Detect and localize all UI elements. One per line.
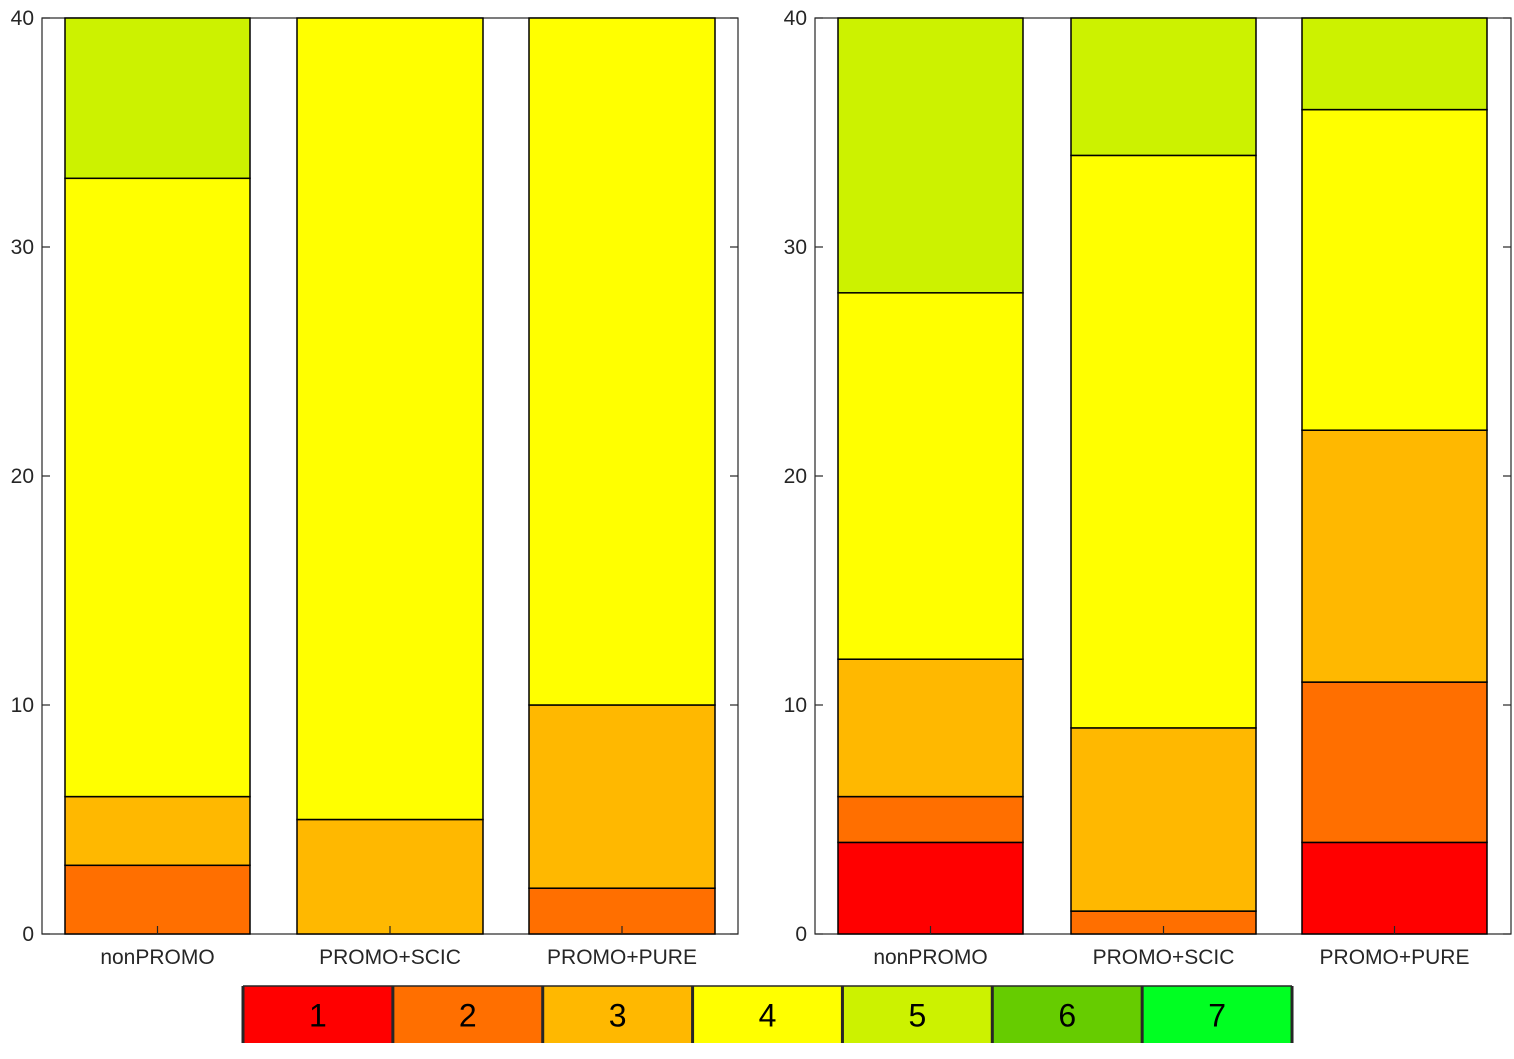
- left-chart-panel: 0 10 20 30 40 nonPROMO PROMO+SCIC PROMO+PURE: [11, 7, 739, 969]
- y-tick-label: 30: [784, 236, 807, 259]
- bar-segment-level-1: [837, 841, 1024, 935]
- right-chart-panel: 0 10 20 30 40 nonPROMO PROMO+SCIC PROMO+PURE: [784, 7, 1512, 969]
- y-tick-label: 40: [11, 7, 34, 30]
- x-tick-label: PROMO+PURE: [547, 946, 697, 969]
- color-legend: 1 2 3 4 5 6 7: [241, 985, 1294, 1043]
- legend-swatch-5: [842, 986, 993, 1043]
- legend-label-6: 6: [1058, 998, 1076, 1034]
- bar-segment-level-5: [1070, 17, 1257, 157]
- legend-swatch-6: [992, 986, 1143, 1043]
- x-tick-label: PROMO+SCIC: [319, 946, 461, 969]
- bar-segment-level-3: [1070, 727, 1257, 912]
- y-tick-label: 0: [22, 923, 34, 946]
- bar-segment-level-3: [528, 704, 716, 889]
- bar-segment-level-4: [64, 177, 251, 798]
- legend-label-3: 3: [609, 998, 627, 1034]
- bar-segment-level-5: [64, 17, 251, 180]
- y-tick-label: 30: [11, 236, 34, 259]
- legend-swatch-7: [1142, 986, 1293, 1043]
- legend-swatch-4: [692, 986, 843, 1043]
- bar-segment-level-4: [296, 17, 484, 821]
- bar-segment-level-4: [1070, 154, 1257, 729]
- bar-segment-level-3: [837, 658, 1024, 798]
- bar-segment-level-2: [1301, 681, 1488, 844]
- legend-swatch-2: [392, 986, 543, 1043]
- bar-segment-level-2: [64, 864, 251, 935]
- legend-label-5: 5: [908, 998, 926, 1034]
- y-tick-label: 0: [795, 923, 807, 946]
- bar-segment-level-3: [64, 795, 251, 867]
- y-tick-label: 20: [784, 465, 807, 488]
- legend-label-1: 1: [309, 998, 327, 1034]
- y-tick-label: 10: [11, 694, 34, 717]
- bar-segment-level-3: [296, 818, 484, 935]
- legend-swatch-1: [243, 986, 393, 1043]
- legend-label-7: 7: [1208, 998, 1226, 1034]
- bar-segment-level-4: [837, 292, 1024, 660]
- x-tick-label: nonPROMO: [873, 946, 987, 969]
- y-tick-label: 20: [11, 465, 34, 488]
- bar-segment-level-5: [1301, 17, 1488, 111]
- legend-label-4: 4: [759, 998, 777, 1034]
- y-tick-label: 40: [784, 7, 807, 30]
- x-tick-label: nonPROMO: [100, 946, 214, 969]
- legend-label-2: 2: [459, 998, 477, 1034]
- bar-segment-level-4: [1301, 108, 1488, 431]
- bar-segment-level-4: [528, 17, 716, 706]
- bar-segment-level-2: [837, 795, 1024, 844]
- bar-segment-level-3: [1301, 429, 1488, 683]
- x-tick-label: PROMO+SCIC: [1093, 946, 1235, 969]
- y-tick-label: 10: [784, 694, 807, 717]
- bar-segment-level-1: [1301, 841, 1488, 935]
- x-tick-label: PROMO+PURE: [1320, 946, 1470, 969]
- bar-segment-level-5: [837, 17, 1024, 294]
- legend-swatch-3: [542, 986, 693, 1043]
